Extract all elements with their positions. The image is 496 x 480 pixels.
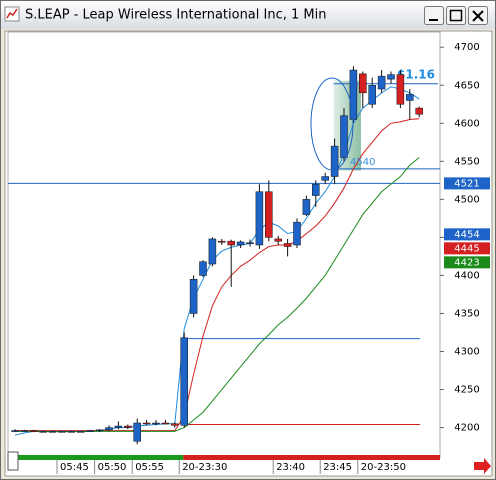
- price-badge-label: 4521: [454, 178, 479, 189]
- y-tick-label: 4650: [454, 80, 479, 91]
- price-badge: [444, 242, 490, 255]
- chart: 4200425043004350440044504500455046004650…: [7, 42, 490, 474]
- candle-body: [208, 238, 217, 265]
- x-tick-label: 23:45: [323, 462, 352, 473]
- x-tick-label: 05:45: [60, 462, 89, 473]
- y-tick-label: 4700: [454, 42, 479, 53]
- candle-body: [302, 199, 311, 215]
- app-icon: [4, 6, 20, 22]
- scroll-box: [7, 451, 19, 471]
- annotation: 455: [348, 82, 367, 93]
- x-tick-label: 23:40: [276, 462, 305, 473]
- candle-body: [227, 240, 235, 246]
- price-badge: [444, 228, 490, 241]
- candle-body: [48, 431, 57, 433]
- y-tick-label: 4350: [454, 308, 479, 319]
- candle-body: [161, 422, 170, 425]
- candle-body: [396, 74, 405, 105]
- candle-body: [340, 115, 348, 158]
- y-tick-label: 4500: [454, 194, 479, 205]
- price-badge-label: 4454: [454, 229, 479, 240]
- window-title: S.LEAP - Leap Wireless International Inc…: [25, 8, 326, 23]
- y-tick-label: 4300: [454, 347, 479, 358]
- minimize-button[interactable]: [424, 6, 444, 25]
- candle-body: [86, 430, 94, 432]
- price-badge-label: 4423: [454, 257, 479, 268]
- candle-body: [189, 278, 198, 314]
- candle-body: [11, 430, 19, 432]
- price-badge: [444, 256, 490, 269]
- candle-body: [387, 74, 395, 80]
- maximize-button[interactable]: [446, 6, 466, 25]
- x-tick-label: 20-23:30: [182, 462, 227, 473]
- annotation: $1.16: [397, 68, 435, 82]
- scroll-arrow[interactable]: [474, 458, 491, 474]
- candle-body: [377, 75, 386, 90]
- x-tick-label: 05:50: [98, 462, 127, 473]
- candle-body: [124, 425, 132, 428]
- x-tick-label: 20-23:50: [361, 462, 406, 473]
- candle-body: [312, 183, 320, 196]
- y-tick-label: 4550: [454, 156, 479, 167]
- y-tick-label: 4250: [454, 385, 479, 396]
- session-strip: [183, 455, 440, 460]
- candle-body: [39, 431, 47, 433]
- candle-body: [142, 422, 151, 425]
- candle-body: [77, 431, 85, 433]
- candle-body: [321, 176, 329, 181]
- candle-body: [293, 221, 301, 246]
- candle-body: [406, 94, 414, 101]
- candle-body: [30, 430, 38, 432]
- candle-body: [20, 430, 29, 432]
- x-tick-label: 05:55: [135, 462, 164, 473]
- price-badge: [444, 177, 490, 190]
- candle-body: [218, 240, 226, 243]
- candle-body: [415, 107, 423, 115]
- candle-body: [133, 422, 141, 442]
- candle-body: [349, 69, 358, 120]
- annotation: 4540: [350, 157, 375, 168]
- moving-average: [15, 118, 420, 432]
- candle-body: [283, 243, 292, 247]
- ellipse-drawing: [310, 77, 354, 171]
- y-tick-label: 4200: [454, 423, 479, 434]
- close-button[interactable]: [468, 6, 488, 25]
- candle-body: [95, 429, 104, 432]
- candle-body: [67, 431, 76, 433]
- candle-body: [152, 422, 160, 425]
- candle-body: [359, 73, 367, 94]
- candle-body: [171, 423, 179, 426]
- y-tick-label: 4600: [454, 118, 479, 129]
- candle-body: [265, 191, 273, 238]
- candle-body: [246, 242, 254, 244]
- candle-body: [255, 191, 264, 246]
- candle-body: [199, 261, 207, 276]
- candle-body: [274, 238, 282, 242]
- candle-body: [180, 337, 188, 426]
- candle-body: [330, 145, 339, 177]
- candle-body: [114, 425, 123, 428]
- title-bar: [1, 1, 495, 29]
- candle-body: [368, 85, 376, 105]
- session-strip: [8, 455, 184, 460]
- price-badge-label: 4445: [454, 243, 479, 254]
- y-tick-label: 4400: [454, 270, 479, 281]
- candle-body: [236, 241, 245, 246]
- candle-body: [58, 431, 66, 433]
- candle-body: [105, 427, 113, 431]
